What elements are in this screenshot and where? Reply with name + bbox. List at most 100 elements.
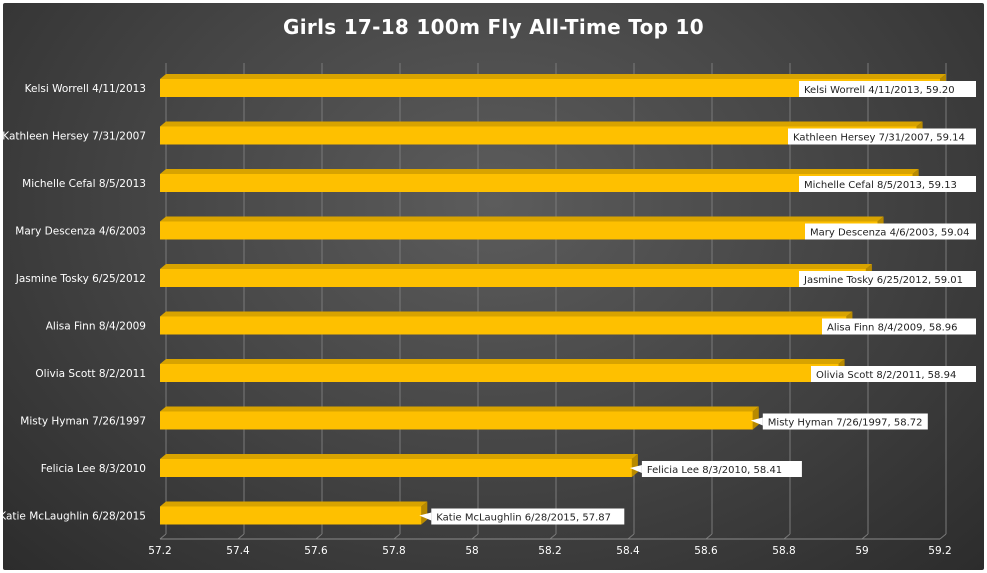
- bar-side: [631, 454, 638, 477]
- gridline-floor: [471, 533, 479, 540]
- bar-front: [160, 269, 866, 287]
- data-label: Alisa Finn 8/4/2009, 58.96: [822, 318, 976, 335]
- category-label: Mary Descenza 4/6/2003: [15, 226, 146, 238]
- data-label-text: Jasmine Tosky 6/25/2012, 59.01: [803, 275, 963, 286]
- bar: [160, 264, 872, 287]
- bar-front: [160, 364, 839, 382]
- category-label: Olivia Scott 8/2/2011: [35, 368, 146, 380]
- x-tick-label: 58: [465, 545, 478, 557]
- bar-top: [160, 406, 759, 412]
- data-label-pointer: [750, 417, 763, 426]
- bar-front: [160, 221, 878, 240]
- gridline-floor: [315, 533, 323, 540]
- data-label-box: [762, 413, 928, 430]
- category-label: Michelle Cefal 8/5/2013: [22, 178, 146, 190]
- category-label: Misty Hyman 7/26/1997: [20, 416, 146, 428]
- bar: [160, 406, 759, 430]
- data-label-box: [799, 176, 976, 192]
- bar-side: [752, 406, 759, 430]
- bar-top: [160, 169, 919, 174]
- x-tick-label: 58.4: [616, 545, 640, 557]
- data-label-pointer: [629, 465, 642, 473]
- data-label-text: Mary Descenza 4/6/2003, 59.04: [810, 228, 969, 239]
- bar: [160, 454, 638, 477]
- data-label-box: [788, 128, 976, 145]
- chart-area: Girls 17-18 100m Fly All-Time Top 10 57.…: [3, 3, 984, 570]
- category-label: Felicia Lee 8/3/2010: [41, 463, 146, 475]
- gridline-floor: [705, 533, 713, 540]
- gridline-floor: [783, 533, 791, 540]
- data-label-text: Kathleen Hersey 7/31/2007, 59.14: [793, 133, 965, 144]
- chart-plot: 57.2 57.4 57.6 57.8 58 58.2 58.4 58.6 58.8 59 59.2…: [3, 63, 976, 557]
- bar-top: [160, 121, 923, 127]
- gridline-floor: [861, 533, 869, 540]
- data-label: Mary Descenza 4/6/2003, 59.04: [805, 223, 976, 240]
- bar: [160, 359, 845, 382]
- data-label-text: Michelle Cefal 8/5/2013, 59.13: [804, 180, 957, 191]
- data-label-text: Kelsi Worrell 4/11/2013, 59.20: [804, 85, 955, 96]
- bar: [160, 121, 923, 145]
- category-label: Katie McLaughlin 6/28/2015: [3, 511, 146, 523]
- data-label: Kathleen Hersey 7/31/2007, 59.14: [788, 128, 976, 145]
- x-tick-label: 57.8: [382, 545, 405, 557]
- data-label: Katie McLaughlin 6/28/2015, 57.87: [419, 508, 625, 525]
- category-label: Jasmine Tosky 6/25/2012: [15, 273, 146, 285]
- data-label-box: [431, 508, 625, 525]
- x-tick-label: 57.4: [226, 545, 250, 557]
- gridline-floor: [159, 533, 167, 540]
- data-label-text: Felicia Lee 8/3/2010, 58.41: [647, 465, 782, 476]
- category-label: Kathleen Hersey 7/31/2007: [3, 131, 146, 143]
- bar: [160, 311, 853, 335]
- data-label-text: Olivia Scott 8/2/2011, 58.94: [816, 370, 956, 381]
- data-label: Olivia Scott 8/2/2011, 58.94: [811, 366, 976, 382]
- bar-front: [160, 411, 753, 430]
- data-label-box: [822, 318, 976, 335]
- data-label-text: Alisa Finn 8/4/2009, 58.96: [827, 323, 957, 334]
- category-label: Alisa Finn 8/4/2009: [46, 321, 146, 333]
- data-label: Felicia Lee 8/3/2010, 58.41: [629, 461, 802, 477]
- gridline-floor: [393, 533, 401, 540]
- bar-front: [160, 459, 632, 477]
- bar-top: [160, 74, 946, 79]
- gridline-floor: [237, 533, 245, 540]
- chart-title: Girls 17-18 100m Fly All-Time Top 10: [283, 15, 704, 39]
- bar-front: [160, 126, 917, 145]
- bar-front: [160, 316, 847, 335]
- data-label-text: Misty Hyman 7/26/1997, 58.72: [768, 418, 923, 429]
- x-tick-labels: 57.2 57.4 57.6 57.8 58 58.2 58.4 58.6 58.8 59 59.2: [148, 545, 951, 557]
- bar-top: [160, 359, 845, 364]
- bar-top: [160, 501, 428, 507]
- bar-front: [160, 79, 940, 97]
- gridline-floor: [939, 533, 947, 540]
- bar-front: [160, 506, 422, 525]
- bar: [160, 74, 946, 97]
- category-labels: Kelsi Worrell 4/11/2013 Kathleen Hersey 7…: [3, 83, 146, 523]
- data-label: Misty Hyman 7/26/1997, 58.72: [750, 413, 928, 430]
- data-label-box: [799, 81, 976, 97]
- data-labels: Kelsi Worrell 4/11/2013, 59.20 Kathleen H…: [419, 81, 976, 525]
- data-label-box: [805, 223, 976, 240]
- data-label-text: Katie McLaughlin 6/28/2015, 57.87: [436, 513, 611, 524]
- x-tick-label: 58.8: [772, 545, 795, 557]
- x-tick-label: 57.2: [148, 545, 171, 557]
- x-tick-label: 59.2: [928, 545, 951, 557]
- data-label: Michelle Cefal 8/5/2013, 59.13: [799, 176, 976, 192]
- bar: [160, 216, 884, 240]
- data-label-pointer: [419, 512, 432, 521]
- bar-front: [160, 174, 913, 192]
- data-label-box: [641, 461, 802, 477]
- gridline-floor: [549, 533, 557, 540]
- data-label: Kelsi Worrell 4/11/2013, 59.20: [799, 81, 976, 97]
- bars: [160, 74, 946, 525]
- gridline-floor: [627, 533, 635, 540]
- x-tick-label: 58.2: [538, 545, 561, 557]
- x-tick-label: 57.6: [304, 545, 328, 557]
- bar: [160, 501, 428, 525]
- bar-top: [160, 311, 853, 317]
- x-tick-label: 59: [855, 545, 868, 557]
- bar-top: [160, 454, 638, 459]
- category-label: Kelsi Worrell 4/11/2013: [25, 83, 146, 95]
- bar-top: [160, 216, 884, 222]
- data-label: Jasmine Tosky 6/25/2012, 59.01: [799, 271, 976, 287]
- bar-side: [421, 501, 428, 525]
